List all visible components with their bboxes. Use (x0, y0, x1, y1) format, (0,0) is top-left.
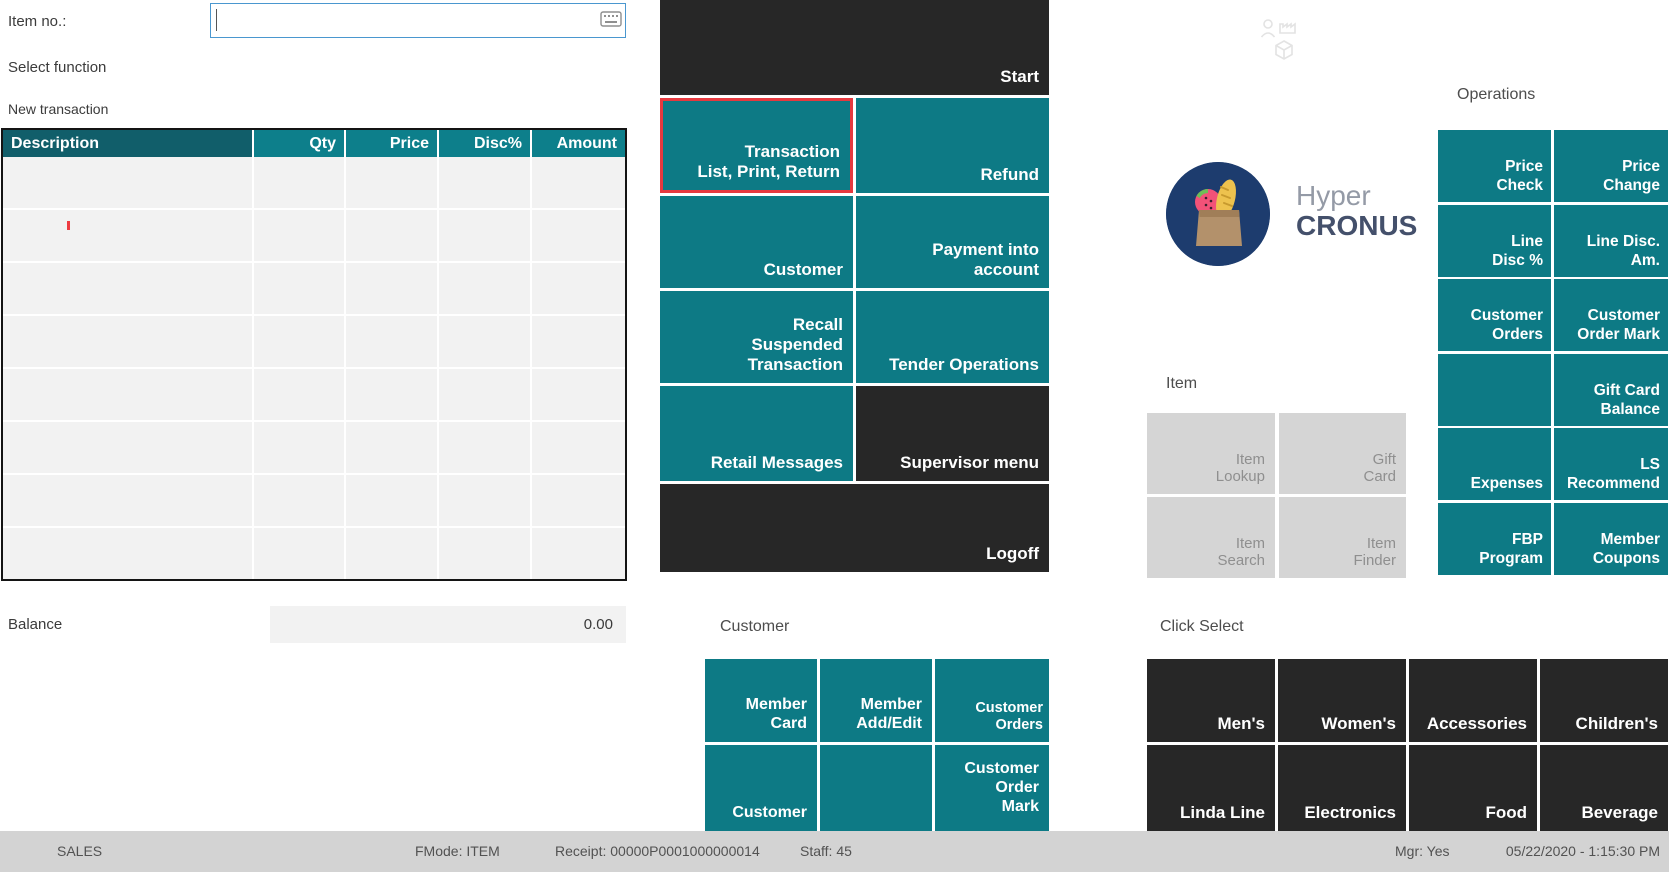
tender-operations-button[interactable]: Tender Operations (856, 291, 1049, 383)
item-search-button[interactable]: Item Search (1147, 497, 1275, 578)
member-coupons-button[interactable]: Member Coupons (1554, 503, 1668, 575)
customer-order-mark-grid-button[interactable]: Customer Order Mark (935, 745, 1049, 831)
refund-button[interactable]: Refund (856, 98, 1049, 193)
customer-order-mark-button[interactable]: Customer Order Mark (1554, 279, 1668, 351)
category-linda-line-button[interactable]: Linda Line (1147, 745, 1275, 831)
retail-messages-button[interactable]: Retail Messages (660, 386, 853, 481)
category-childrens-button[interactable]: Children's (1540, 659, 1668, 742)
status-datetime: 05/22/2020 - 1:15:30 PM (1505, 843, 1660, 859)
unlabeled-customer-button[interactable] (820, 745, 932, 831)
member-card-button[interactable]: Member Card (705, 659, 817, 742)
brand-name-top: Hyper (1296, 180, 1371, 211)
text-cursor (67, 221, 70, 230)
payment-into-account-button[interactable]: Payment into account (856, 196, 1049, 288)
receipt-table-header: Description Qty Price Disc% Amount (3, 130, 625, 157)
keyboard-icon[interactable] (600, 11, 622, 32)
fbp-program-button[interactable]: FBP Program (1438, 503, 1551, 575)
placeholder-icons (1260, 17, 1308, 70)
cube-icon (1275, 40, 1293, 60)
ls-recommend-button[interactable]: LS Recommend (1554, 428, 1668, 500)
item-lookup-button[interactable]: Item Lookup (1147, 413, 1275, 494)
customer-section-title: Customer (720, 618, 790, 635)
new-transaction-label: New transaction (8, 101, 109, 117)
item-no-label: Item no.: (8, 13, 67, 30)
column-header-description: Description (3, 130, 252, 157)
brand-logo (1166, 162, 1270, 266)
balance-value: 0.00 (270, 606, 626, 643)
category-beverage-button[interactable]: Beverage (1540, 745, 1668, 831)
factory-icon (1279, 22, 1296, 34)
recall-suspended-button[interactable]: Recall Suspended Transaction (660, 291, 853, 383)
receipt-lines-area[interactable] (3, 157, 625, 579)
operations-section-title: Operations (1457, 86, 1536, 103)
column-header-amount: Amount (532, 130, 625, 157)
supervisor-menu-button[interactable]: Supervisor menu (856, 386, 1049, 481)
logoff-button[interactable]: Logoff (660, 484, 1049, 572)
column-header-price: Price (346, 130, 437, 157)
brand-name-bottom: CRONUS (1296, 210, 1418, 241)
transaction-list-button[interactable]: Transaction List, Print, Return (660, 98, 853, 193)
column-header-qty: Qty (254, 130, 344, 157)
customer-grid-button[interactable]: Customer (705, 745, 817, 831)
gift-card-balance-button[interactable]: Gift Card Balance (1554, 354, 1668, 426)
select-function-label: Select function (8, 59, 107, 76)
start-button[interactable]: Start (660, 0, 1049, 95)
receipt-table: Description Qty Price Disc% Amount (1, 128, 627, 581)
item-finder-button[interactable]: Item Finder (1279, 497, 1406, 578)
category-food-button[interactable]: Food (1409, 745, 1537, 831)
status-receipt: Receipt: 00000P0001000000014 (555, 843, 760, 859)
category-mens-button[interactable]: Men's (1147, 659, 1275, 742)
status-mode: SALES (57, 843, 103, 859)
price-change-button[interactable]: Price Change (1554, 130, 1668, 202)
balance-label: Balance (8, 616, 63, 633)
gift-card-button[interactable]: Gift Card (1279, 413, 1406, 494)
customer-orders-grid-button[interactable]: Customer Orders (935, 659, 1049, 742)
customer-orders-button[interactable]: Customer Orders (1438, 279, 1551, 351)
member-add-edit-button[interactable]: Member Add/Edit (820, 659, 932, 742)
line-disc-amount-button[interactable]: Line Disc. Am. (1554, 205, 1668, 277)
item-section-title: Item (1166, 375, 1198, 392)
status-bar: SALES FMode: ITEM Receipt: 00000P0001000… (0, 831, 1669, 872)
price-check-button[interactable]: Price Check (1438, 130, 1551, 202)
category-accessories-button[interactable]: Accessories (1409, 659, 1537, 742)
customer-menu-button[interactable]: Customer (660, 196, 853, 288)
category-womens-button[interactable]: Women's (1278, 659, 1406, 742)
person-icon (1260, 19, 1276, 38)
expenses-button[interactable]: Expenses (1438, 428, 1551, 500)
category-electronics-button[interactable]: Electronics (1278, 745, 1406, 831)
item-no-input[interactable] (210, 3, 626, 38)
line-disc-percent-button[interactable]: Line Disc % (1438, 205, 1551, 277)
column-header-disc: Disc% (439, 130, 530, 157)
click-select-title: Click Select (1160, 618, 1244, 635)
status-fmode: FMode: ITEM (415, 843, 500, 859)
status-staff: Staff: 45 (800, 843, 852, 859)
status-mgr: Mgr: Yes (1395, 843, 1450, 859)
input-text-caret (216, 9, 217, 31)
unlabeled-operation-button[interactable] (1438, 354, 1551, 426)
